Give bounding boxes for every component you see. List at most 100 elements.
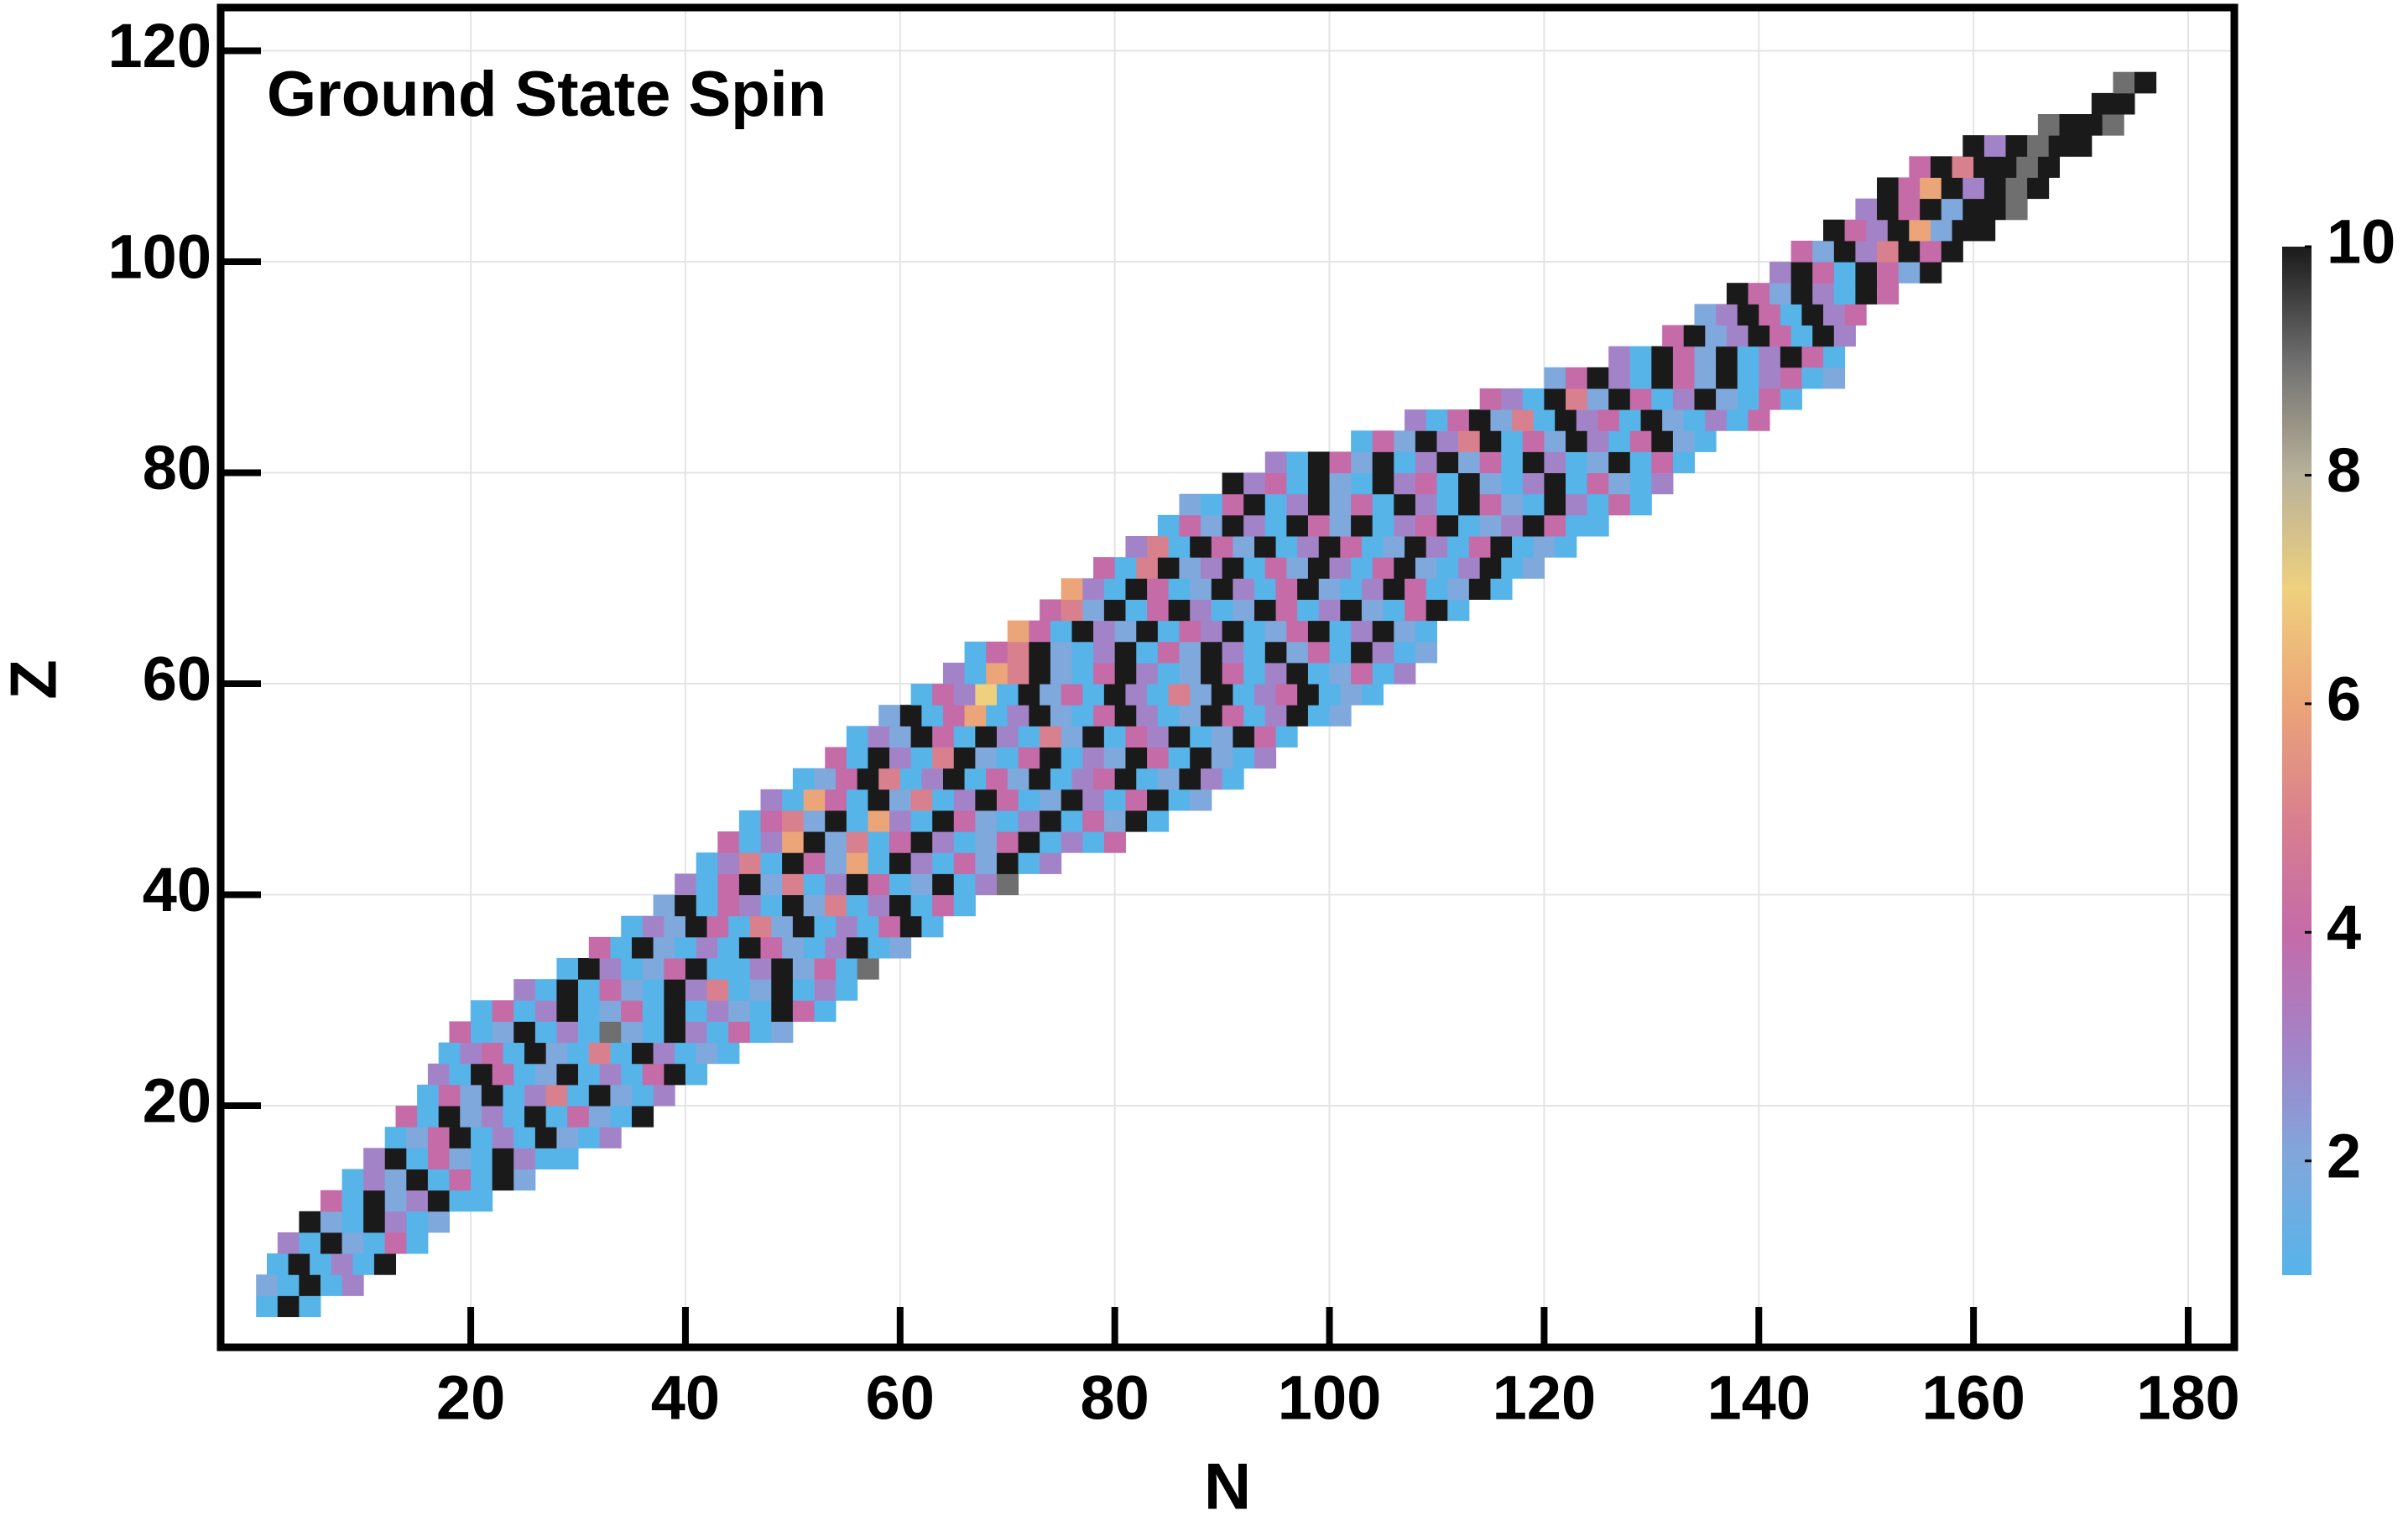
- heatmap-cell: [771, 957, 794, 980]
- heatmap-cell: [868, 852, 890, 874]
- heatmap-cell: [1329, 620, 1352, 643]
- heatmap-cell: [1780, 304, 1802, 326]
- heatmap-cell: [1222, 620, 1244, 643]
- heatmap-cell: [2091, 92, 2114, 115]
- heatmap-cell: [492, 1148, 514, 1169]
- heatmap-cell: [1179, 768, 1201, 790]
- heatmap-cell: [1082, 747, 1105, 769]
- heatmap-cell: [986, 641, 1009, 664]
- heatmap-cell: [717, 852, 740, 874]
- heatmap-cell: [1522, 430, 1545, 452]
- heatmap-cell: [728, 1021, 751, 1044]
- heatmap-cell: [1694, 346, 1717, 368]
- heatmap-cell: [1190, 789, 1212, 811]
- heatmap-cell: [1930, 156, 1953, 178]
- heatmap-cell: [846, 747, 868, 769]
- heatmap-cell: [1040, 831, 1062, 853]
- heatmap-cell: [1264, 662, 1287, 685]
- heatmap-cell: [1243, 662, 1266, 685]
- heatmap-cell: [588, 1106, 611, 1128]
- heatmap-cell: [406, 1190, 429, 1212]
- heatmap-cell: [1007, 620, 1029, 643]
- heatmap-cell: [986, 662, 1009, 685]
- heatmap-cell: [1061, 599, 1083, 622]
- heatmap-cell: [1093, 620, 1116, 643]
- heatmap-cell: [1479, 388, 1502, 410]
- heatmap-cell: [1394, 430, 1416, 452]
- heatmap-cell: [1662, 325, 1685, 347]
- heatmap-cell: [2027, 135, 2050, 157]
- heatmap-cell: [1147, 535, 1170, 558]
- heatmap-cell: [803, 894, 826, 917]
- heatmap-cell: [760, 831, 783, 853]
- heatmap-cell: [567, 1106, 590, 1128]
- heatmap-cell: [1576, 409, 1598, 431]
- heatmap-cell: [760, 789, 783, 811]
- heatmap-cell: [1544, 493, 1566, 516]
- heatmap-cell: [1587, 493, 1609, 516]
- heatmap-cell: [1790, 262, 1813, 284]
- heatmap-cell: [996, 852, 1019, 874]
- heatmap-cell: [1190, 578, 1212, 600]
- heatmap-cell: [1233, 684, 1255, 706]
- heatmap-cell: [1629, 493, 1652, 516]
- heatmap-cell: [986, 705, 1009, 727]
- heatmap-cell: [1683, 325, 1706, 347]
- heatmap-cell: [910, 789, 933, 811]
- heatmap-cell: [889, 810, 912, 832]
- heatmap-cell: [868, 810, 890, 832]
- heatmap-cell: [534, 1000, 557, 1022]
- heatmap-cell: [1179, 514, 1201, 537]
- heatmap-cell: [1243, 493, 1266, 516]
- x-tick-label: 180: [2136, 1363, 2239, 1433]
- heatmap-cell: [1479, 557, 1502, 579]
- heatmap-cell: [2081, 114, 2103, 136]
- heatmap-cell: [1243, 557, 1266, 579]
- heatmap-cell: [1544, 430, 1566, 452]
- heatmap-cell: [1501, 472, 1524, 495]
- heatmap-cell: [621, 979, 644, 1001]
- heatmap-cell: [1748, 409, 1770, 431]
- heatmap-cell: [889, 852, 912, 874]
- heatmap-cell: [1264, 514, 1287, 537]
- heatmap-cell: [1254, 726, 1277, 747]
- heatmap-cell: [975, 810, 998, 832]
- heatmap-cell: [889, 789, 912, 811]
- heatmap-cell: [782, 852, 805, 874]
- heatmap-cell: [1876, 177, 1900, 200]
- heatmap-cell: [556, 1021, 579, 1044]
- heatmap-cell: [384, 1232, 407, 1254]
- heatmap-cell: [953, 852, 976, 874]
- heatmap-cell: [932, 726, 955, 747]
- heatmap-cell: [1125, 726, 1148, 747]
- heatmap-cell: [1383, 535, 1405, 558]
- heatmap-cell: [1103, 789, 1126, 811]
- heatmap-cell: [1458, 557, 1481, 579]
- heatmap-cell: [384, 1127, 407, 1148]
- heatmap-cell: [1672, 367, 1696, 389]
- heatmap-cell: [1329, 514, 1352, 537]
- heatmap-cell: [932, 831, 955, 853]
- heatmap-cell: [1458, 451, 1481, 474]
- heatmap-cell: [782, 894, 805, 917]
- heatmap-cell: [975, 831, 998, 853]
- heatmap-cell: [1233, 747, 1255, 769]
- heatmap-cell: [1726, 409, 1749, 431]
- heatmap-cell: [588, 1042, 611, 1065]
- heatmap-cell: [1351, 493, 1373, 516]
- heatmap-cell: [1405, 578, 1427, 600]
- y-tick-label: 80: [143, 433, 211, 503]
- heatmap-cell: [1415, 620, 1437, 643]
- heatmap-cell: [1264, 451, 1287, 474]
- heatmap-cell: [642, 915, 665, 938]
- heatmap-cell: [1147, 726, 1170, 747]
- heatmap-cell: [760, 873, 783, 896]
- heatmap-cell: [857, 768, 879, 790]
- heatmap-cell: [1082, 684, 1105, 706]
- heatmap-cell: [1994, 156, 2017, 178]
- heatmap-cell: [1522, 451, 1545, 474]
- heatmap-cell: [1018, 789, 1040, 811]
- heatmap-cell: [578, 1063, 601, 1086]
- heatmap-cell: [910, 726, 933, 747]
- heatmap-cell: [1587, 388, 1609, 410]
